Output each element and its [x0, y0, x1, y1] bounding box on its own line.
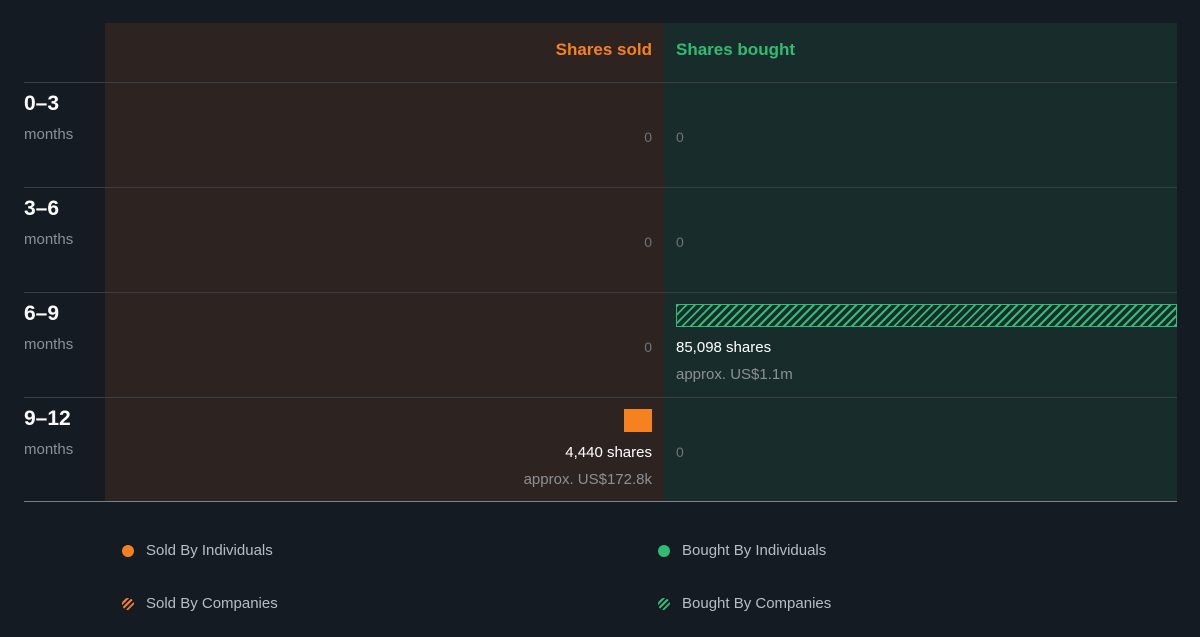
period-unit: months	[24, 231, 74, 248]
period-range: 9–12	[24, 407, 71, 430]
legend-label: Bought By Companies	[682, 595, 832, 612]
sold-by-individuals-bar	[624, 409, 652, 432]
bought-by-companies-bar	[676, 304, 1177, 327]
legend-bought-companies: Bought By Companies	[658, 595, 831, 612]
bought-approx-value: approx. US$1.1m	[676, 366, 793, 383]
period-label-6-9: 6–9 months	[24, 302, 73, 353]
sold-panel	[105, 23, 664, 501]
period-unit: months	[24, 336, 74, 353]
bought-panel	[664, 23, 1177, 501]
sold-shares-count: 4,440 shares	[565, 444, 652, 461]
shares-bought-header: Shares bought	[676, 40, 796, 59]
green-hatched-dot-icon	[658, 597, 670, 610]
period-label-0-3: 0–3 months	[24, 92, 73, 143]
period-unit: months	[24, 441, 74, 458]
period-unit: months	[24, 126, 74, 143]
bought-zero-value: 0	[676, 444, 684, 460]
bought-zero-value: 0	[676, 234, 684, 250]
period-label-3-6: 3–6 months	[24, 197, 73, 248]
legend-label: Sold By Individuals	[146, 542, 273, 559]
shares-sold-header: Shares sold	[555, 40, 652, 59]
row-divider	[24, 187, 1177, 188]
period-label-9-12: 9–12 months	[24, 407, 73, 458]
period-range: 3–6	[24, 197, 60, 220]
orange-hatched-dot-icon	[122, 597, 134, 610]
legend-label: Bought By Individuals	[682, 542, 827, 559]
sold-zero-value: 0	[644, 234, 652, 250]
sold-approx-value: approx. US$172.8k	[523, 471, 652, 488]
legend-sold-companies: Sold By Companies	[122, 595, 278, 612]
green-dot-icon	[658, 544, 670, 557]
legend-bought-individuals: Bought By Individuals	[658, 542, 826, 559]
period-range: 6–9	[24, 302, 60, 325]
bought-zero-value: 0	[676, 129, 684, 145]
orange-dot-icon	[122, 544, 134, 557]
period-range: 0–3	[24, 92, 60, 115]
row-divider	[24, 292, 1177, 293]
legend-sold-individuals: Sold By Individuals	[122, 542, 273, 559]
row-divider	[24, 82, 1177, 83]
sold-zero-value: 0	[644, 339, 652, 355]
row-divider	[24, 397, 1177, 398]
bought-shares-count: 85,098 shares	[676, 339, 772, 356]
legend-label: Sold By Companies	[146, 595, 278, 612]
chart-baseline	[24, 501, 1177, 502]
sold-zero-value: 0	[644, 129, 652, 145]
